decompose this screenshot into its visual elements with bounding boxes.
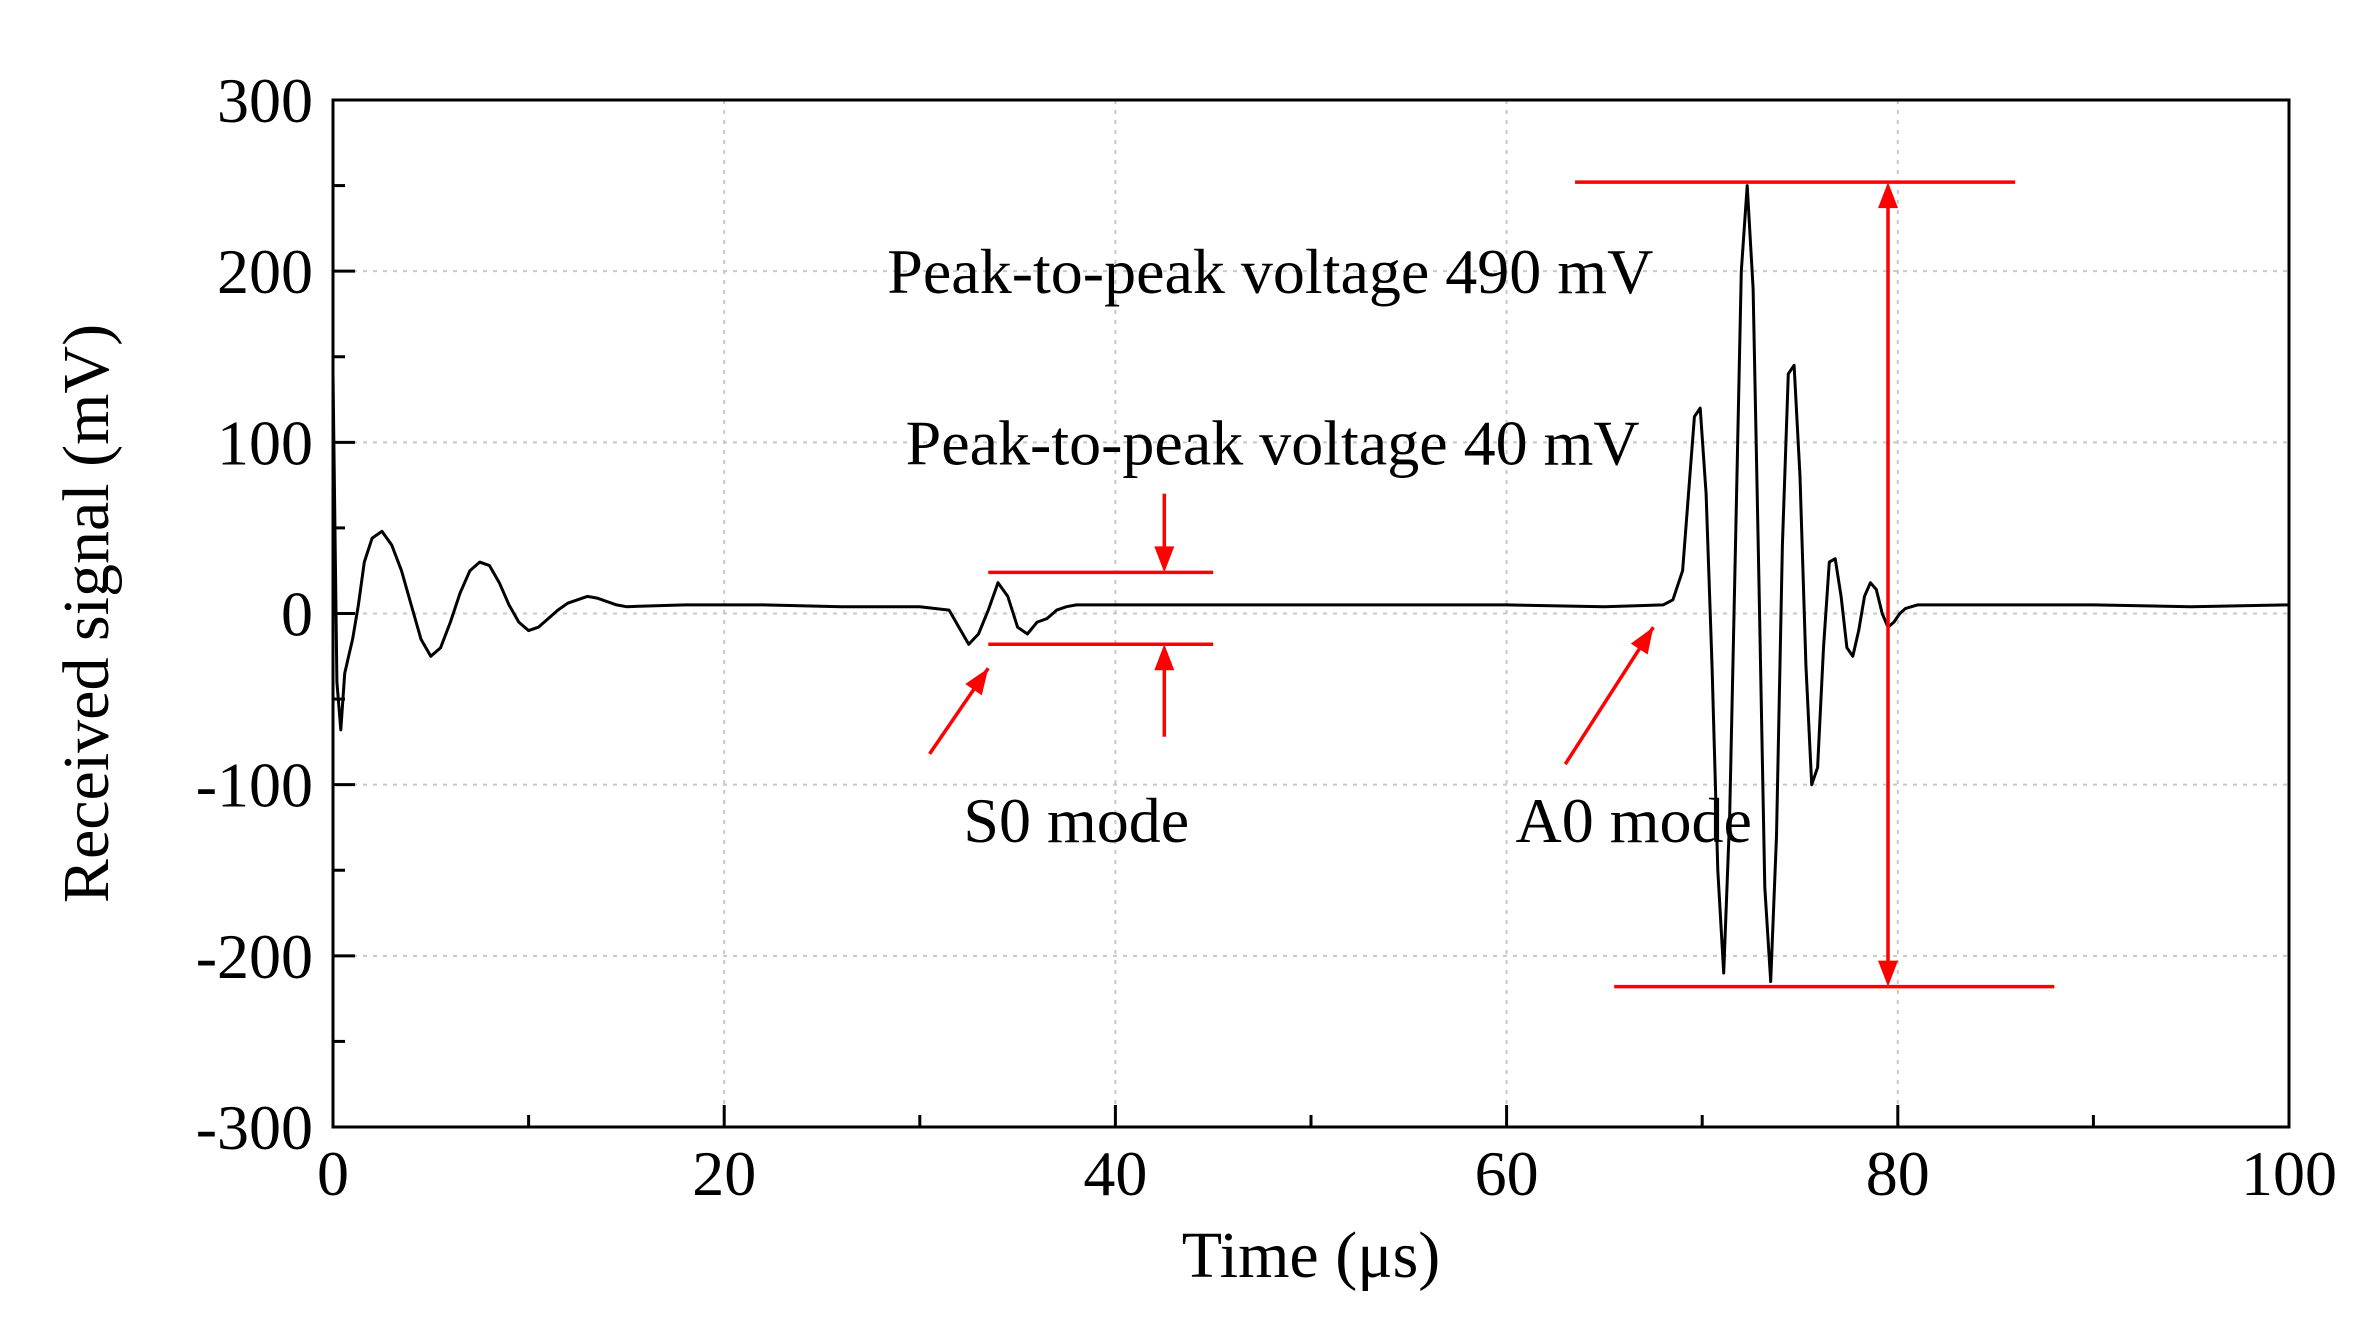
y-tick-label: -100 — [196, 750, 313, 821]
x-tick-label: 100 — [2241, 1138, 2337, 1209]
grid-lines — [333, 100, 2289, 1127]
p2p-40-arrowhead-bottom — [1154, 644, 1175, 671]
s0-pointer-head — [965, 668, 989, 696]
a0-pointer — [1563, 626, 1655, 766]
p2p-40-arrowhead-top — [1154, 546, 1175, 573]
annotation-a0-mode: A0 mode — [1516, 785, 1752, 856]
x-tick-label: 40 — [1083, 1138, 1147, 1209]
series-group — [331, 184, 2290, 983]
p2p-490-arrowhead-up — [1878, 182, 1899, 209]
x-axis-title: Time (μs) — [1182, 1219, 1441, 1292]
x-tick-label: 60 — [1475, 1138, 1539, 1209]
a0-pointer-head — [1630, 627, 1654, 655]
signal-line — [331, 184, 2290, 983]
y-tick-label: -200 — [196, 921, 313, 992]
x-tick-label: 0 — [317, 1138, 349, 1209]
annotation-490mv: Peak-to-peak voltage 490 mV — [887, 236, 1653, 307]
y-tick-labels: 300 200 100 0 -100 -200 -300 — [196, 65, 313, 1163]
annotation-labels: Peak-to-peak voltage 490 mV Peak-to-peak … — [887, 236, 1752, 856]
y-tick-label: 0 — [281, 579, 313, 650]
y-axis-title: Received signal (mV) — [50, 324, 123, 903]
y-tick-label: 200 — [217, 236, 313, 307]
annotation-40mv: Peak-to-peak voltage 40 mV — [906, 407, 1640, 478]
x-tick-label: 80 — [1866, 1138, 1930, 1209]
plot-frame — [331, 98, 2291, 1129]
x-tick-label: 20 — [692, 1138, 756, 1209]
y-tick-label: 300 — [217, 65, 313, 136]
x-tick-labels: 0 20 40 60 80 100 — [317, 1138, 2337, 1209]
y-tick-label: -300 — [196, 1092, 313, 1163]
annotation-markers — [928, 180, 2055, 989]
p2p-490-arrowhead-down — [1878, 960, 1899, 987]
annotation-s0-mode: S0 mode — [963, 785, 1189, 856]
y-tick-label: 100 — [217, 407, 313, 478]
